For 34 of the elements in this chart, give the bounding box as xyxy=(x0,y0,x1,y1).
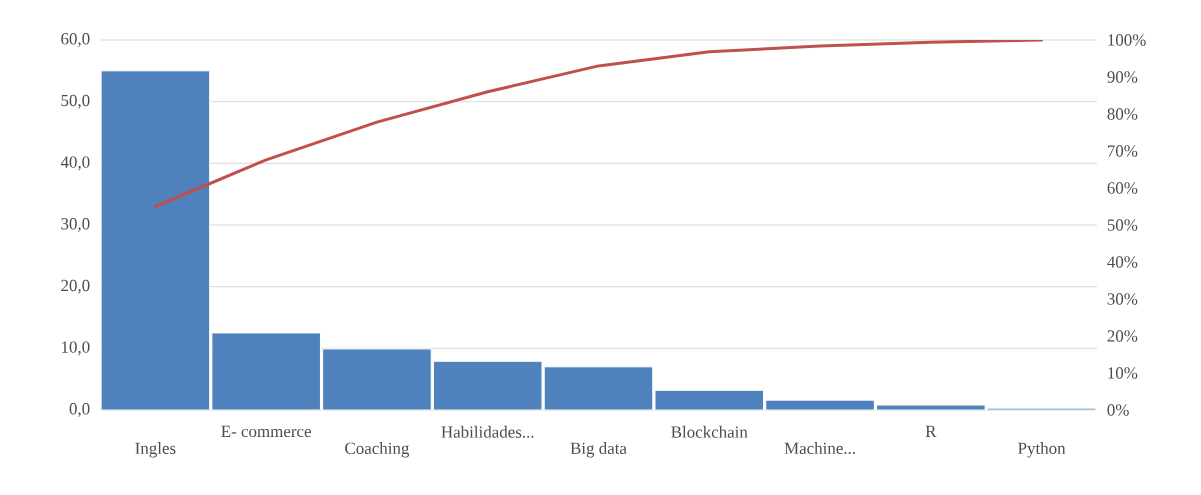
x-tick-label: Machine... xyxy=(784,442,855,455)
y-tick-label: 20,0 xyxy=(61,279,90,294)
y-tick-label: 50,0 xyxy=(61,94,90,109)
bar xyxy=(433,361,542,410)
y2-tick-label: 50% xyxy=(1107,219,1138,231)
x-tick-label: R xyxy=(925,425,937,437)
y2-tick-label: 100% xyxy=(1108,34,1146,46)
y2-tick-label: 60% xyxy=(1107,182,1138,194)
y-tick-label: 10,0 xyxy=(62,341,90,356)
y2-tick-label: 90% xyxy=(1107,71,1138,83)
y-tick-label: 40,0 xyxy=(60,156,90,171)
y2-tick-label: 30% xyxy=(1107,293,1138,305)
x-tick-label: Habilidades... xyxy=(441,425,534,438)
y-tick-label: 30,0 xyxy=(61,218,90,232)
y2-tick-label: 80% xyxy=(1107,108,1138,120)
bar xyxy=(544,366,653,410)
x-tick-label: Ingles xyxy=(135,442,176,458)
y-tick-label: 0,0 xyxy=(69,403,90,417)
y2-tick-label: 0% xyxy=(1107,404,1129,416)
y2-tick-label: 70% xyxy=(1107,145,1138,157)
y2-tick-label: 20% xyxy=(1107,330,1138,342)
bar xyxy=(322,348,432,410)
x-tick-label: Big data xyxy=(570,442,627,458)
y2-tick-label: 40% xyxy=(1107,256,1138,268)
x-tick-label: E- commerce xyxy=(221,425,311,438)
y2-tick-label: 10% xyxy=(1108,367,1138,379)
bar xyxy=(654,390,764,410)
x-tick-label: Python xyxy=(1018,442,1066,458)
bar xyxy=(101,70,210,410)
bar xyxy=(211,332,321,410)
x-tick-label: Coaching xyxy=(345,442,410,458)
x-tick-label: Blockchain xyxy=(671,425,748,438)
line-series xyxy=(153,40,1044,208)
y-tick-label: 60,0 xyxy=(61,33,90,47)
